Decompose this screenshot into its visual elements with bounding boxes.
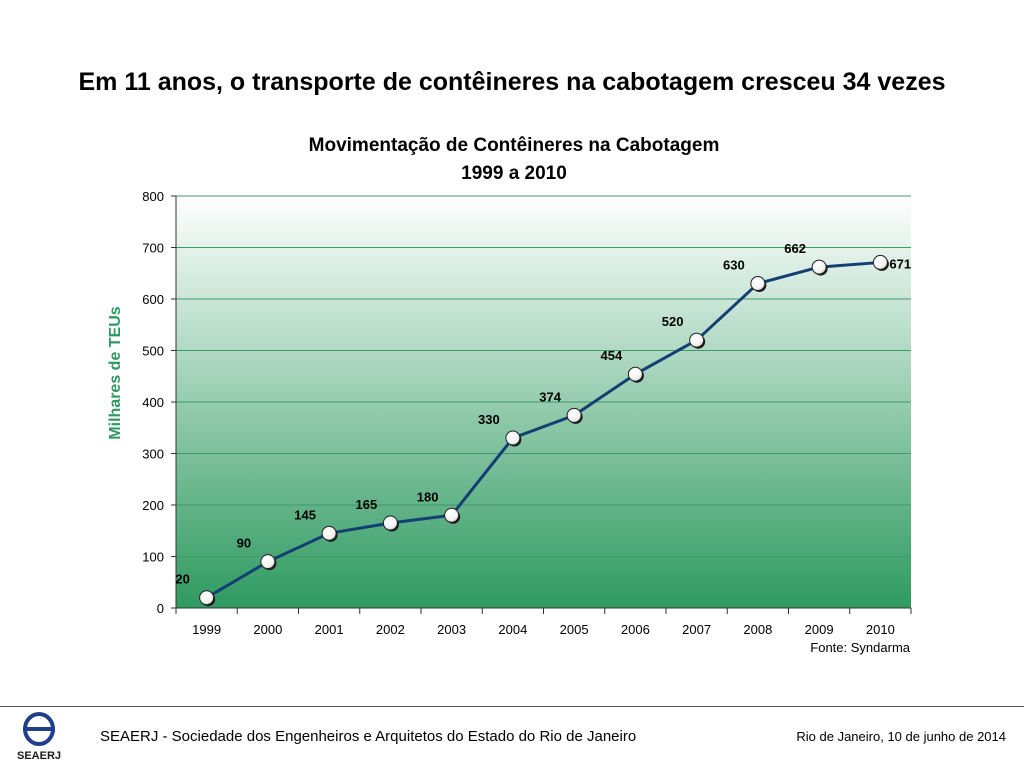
seaerj-logo-icon xyxy=(23,712,55,746)
data-point-2005 xyxy=(566,407,582,423)
data-point-2004 xyxy=(505,430,521,446)
chart-source: Fonte: Syndarma xyxy=(810,640,910,655)
x-tick-label-2007: 2007 xyxy=(682,622,711,637)
data-label-2000: 90 xyxy=(237,536,251,551)
data-point-2006 xyxy=(627,366,643,382)
y-tick-label-300: 300 xyxy=(142,447,164,462)
y-axis-label: Milhares de TEUs xyxy=(107,306,124,440)
data-label-2008: 630 xyxy=(723,258,745,273)
data-point-2009 xyxy=(811,259,827,275)
data-label-2004: 330 xyxy=(478,412,500,427)
x-tick-label-2000: 2000 xyxy=(253,622,282,637)
data-point-2007 xyxy=(689,332,705,348)
y-tick-label-0: 0 xyxy=(157,601,164,616)
x-tick-label-2005: 2005 xyxy=(560,622,589,637)
x-tick-label-2010: 2010 xyxy=(866,622,895,637)
y-tick-label-700: 700 xyxy=(142,241,164,256)
x-tick-label-2009: 2009 xyxy=(805,622,834,637)
data-point-2008 xyxy=(750,276,766,292)
chart-title-line-2: 1999 a 2010 xyxy=(461,163,567,184)
logo-text: SEAERJ xyxy=(16,750,62,762)
x-tick-label-2008: 2008 xyxy=(743,622,772,637)
data-label-1999: 20 xyxy=(175,572,189,587)
data-label-2007: 520 xyxy=(662,314,684,329)
data-label-2006: 454 xyxy=(601,348,623,363)
data-label-2010: 671 xyxy=(889,256,911,271)
chart-title: Movimentação de Contêineres na Cabotagem… xyxy=(180,132,848,188)
data-label-2003: 180 xyxy=(417,489,439,504)
series-line xyxy=(205,260,881,599)
y-tick-label-400: 400 xyxy=(142,395,164,410)
data-point-1999 xyxy=(199,590,215,606)
x-tick-label-2006: 2006 xyxy=(621,622,650,637)
y-tick-label-600: 600 xyxy=(142,292,164,307)
data-label-2005: 374 xyxy=(539,389,561,404)
data-label-2001: 145 xyxy=(294,507,316,522)
x-tick-label-2004: 2004 xyxy=(498,622,527,637)
data-label-2002: 165 xyxy=(356,497,378,512)
data-point-2002 xyxy=(382,515,398,531)
y-tick-label-100: 100 xyxy=(142,550,164,565)
line-chart: 0 100 200 300 400 500 600 700 800 1999 2000 2001 200… xyxy=(142,189,912,637)
data-point-2001 xyxy=(321,525,337,541)
y-tick-label-800: 800 xyxy=(142,189,164,204)
y-tick-label-200: 200 xyxy=(142,498,164,513)
x-tick-label-2003: 2003 xyxy=(437,622,466,637)
seaerj-logo: SEAERJ xyxy=(10,710,68,766)
footer-date: Rio de Janeiro, 10 de junho de 2014 xyxy=(796,729,1006,744)
slide-headline: Em 11 anos, o transporte de contêineres … xyxy=(78,68,946,96)
y-tick-label-500: 500 xyxy=(142,344,164,359)
footer-organization: SEAERJ - Sociedade dos Engenheiros e Arq… xyxy=(100,728,637,745)
x-tick-label-1999: 1999 xyxy=(192,622,221,637)
x-tick-label-2002: 2002 xyxy=(376,622,405,637)
x-tick-label-2001: 2001 xyxy=(315,622,344,637)
footer-divider xyxy=(0,706,1024,707)
data-point-2000 xyxy=(260,554,276,570)
chart-title-line-1: Movimentação de Contêineres na Cabotagem xyxy=(308,135,720,156)
data-label-2009: 662 xyxy=(784,241,806,256)
data-point-2003 xyxy=(444,507,460,523)
data-point-2010 xyxy=(872,254,888,270)
